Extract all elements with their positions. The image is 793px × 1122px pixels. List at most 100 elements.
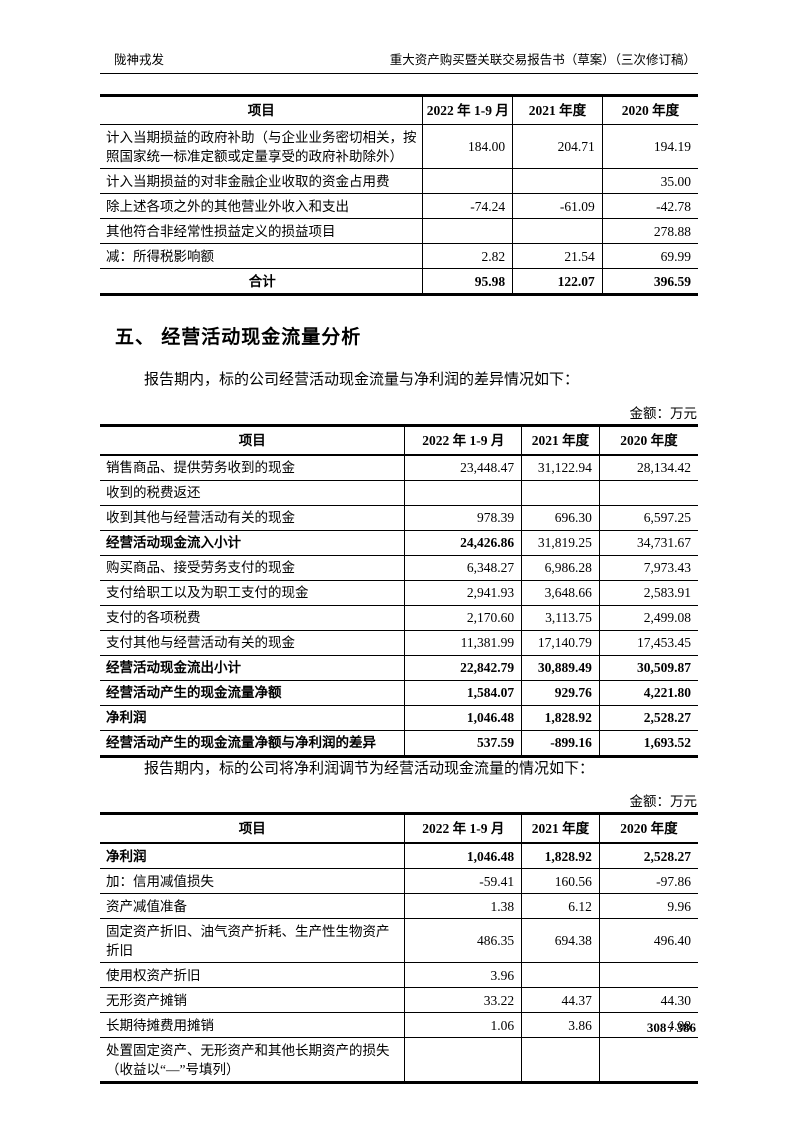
- row-value: 1,828.92: [521, 705, 600, 731]
- row-value: [512, 218, 603, 244]
- row-value: 6,348.27: [404, 555, 522, 581]
- row-value: 21.54: [512, 243, 603, 269]
- row-value: 6,597.25: [598, 505, 698, 531]
- column-header-2022: 2022 年 1-9 月: [404, 813, 522, 844]
- row-value: 486.35: [404, 918, 522, 963]
- row-value: [521, 1037, 600, 1083]
- row-value: [521, 962, 600, 988]
- table-row: 销售商品、提供劳务收到的现金 23,448.47 31,122.94 28,134.4…: [100, 454, 698, 481]
- row-value: 69.99: [601, 243, 698, 269]
- row-value: 31,819.25: [521, 530, 600, 556]
- row-value: 204.71: [512, 124, 603, 169]
- table-row: 无形资产摊销 33.22 44.37 44.30: [100, 987, 698, 1013]
- row-label: 支付的各项税费: [100, 605, 405, 631]
- row-value: -97.86: [598, 868, 698, 894]
- row-label: 净利润: [100, 705, 405, 731]
- row-value: 35.00: [601, 168, 698, 194]
- row-label: 经营活动现金流出小计: [100, 655, 405, 681]
- row-value: 122.07: [512, 268, 603, 295]
- row-label: 计入当期损益的对非金融企业收取的资金占用费: [100, 168, 423, 194]
- row-value: [404, 480, 522, 506]
- row-value: 1.06: [404, 1012, 522, 1038]
- table-row: 计入当期损益的对非金融企业收取的资金占用费 35.00: [100, 168, 698, 194]
- row-value: 278.88: [601, 218, 698, 244]
- table-row: 经营活动产生的现金流量净额与净利润的差异 537.59 -899.16 1,693.5…: [100, 730, 698, 757]
- unit-label: 金额：万元: [629, 794, 698, 809]
- table-row: 其他符合非经常性损益定义的损益项目 278.88: [100, 218, 698, 244]
- table-row: 经营活动现金流入小计 24,426.86 31,819.25 34,731.67: [100, 530, 698, 556]
- row-label: 支付其他与经营活动有关的现金: [100, 630, 405, 656]
- table-row: 支付的各项税费 2,170.60 3,113.75 2,499.08: [100, 605, 698, 631]
- header-report-title: 重大资产购买暨关联交易报告书（草案）（三次修订稿）: [389, 53, 696, 67]
- row-label: 使用权资产折旧: [100, 962, 405, 988]
- row-value: 11,381.99: [404, 630, 522, 656]
- table-row: 处置固定资产、无形资产和其他长期资产的损失（收益以“—”号填列）: [100, 1037, 698, 1083]
- row-value: 2,528.27: [598, 843, 698, 869]
- row-value: 34,731.67: [598, 530, 698, 556]
- row-value: 3.86: [521, 1012, 600, 1038]
- row-value: 2.82: [422, 243, 513, 269]
- row-value: 3.96: [404, 962, 522, 988]
- row-value: [598, 962, 698, 988]
- table-row: 加：信用减值损失 -59.41 160.56 -97.86: [100, 868, 698, 894]
- section-title: 五、 经营活动现金流量分析: [115, 327, 362, 348]
- intro-paragraph-netprofit-adjust: 报告期内，标的公司将净利润调节为经营活动现金流量的情况如下：: [144, 760, 595, 777]
- row-value: [422, 168, 513, 194]
- row-value: 1.38: [404, 893, 522, 919]
- row-label: 无形资产摊销: [100, 987, 405, 1013]
- row-label: 收到其他与经营活动有关的现金: [100, 505, 405, 531]
- netprofit-adjustment-table: 项目 2022 年 1-9 月 2021 年度 2020 年度 净利润 1,046…: [100, 812, 698, 1084]
- row-value: 6,986.28: [521, 555, 600, 581]
- row-label: 固定资产折旧、油气资产折耗、生产性生物资产折旧: [100, 918, 405, 963]
- row-label: 长期待摊费用摊销: [100, 1012, 405, 1038]
- table-row: 购买商品、接受劳务支付的现金 6,348.27 6,986.28 7,973.43: [100, 555, 698, 581]
- row-value: 2,941.93: [404, 580, 522, 606]
- table-header-row: 项目 2022 年 1-9 月 2021 年度 2020 年度: [100, 95, 698, 125]
- table-row: 经营活动产生的现金流量净额 1,584.07 929.76 4,221.80: [100, 680, 698, 706]
- table-row: 收到其他与经营活动有关的现金 978.39 696.30 6,597.25: [100, 505, 698, 531]
- row-value: [422, 218, 513, 244]
- row-value: 160.56: [521, 868, 600, 894]
- column-header-2021: 2021 年度: [521, 813, 600, 844]
- row-value: 4.08: [598, 1012, 698, 1038]
- row-label: 合计: [100, 268, 423, 295]
- row-value: 33.22: [404, 987, 522, 1013]
- table-row: 支付给职工以及为职工支付的现金 2,941.93 3,648.66 2,583.91: [100, 580, 698, 606]
- row-value: 2,528.27: [598, 705, 698, 731]
- row-value: 44.30: [598, 987, 698, 1013]
- row-label: 销售商品、提供劳务收到的现金: [100, 454, 405, 481]
- row-label: 计入当期损益的政府补助（与企业业务密切相关，按照国家统一标准定额或定量享受的政府…: [100, 124, 423, 169]
- row-value: 30,509.87: [598, 655, 698, 681]
- column-header-2021: 2021 年度: [521, 425, 600, 456]
- column-header-item: 项目: [100, 813, 405, 844]
- table-row: 净利润 1,046.48 1,828.92 2,528.27: [100, 705, 698, 731]
- row-label: 经营活动产生的现金流量净额与净利润的差异: [100, 730, 405, 757]
- row-label: 支付给职工以及为职工支付的现金: [100, 580, 405, 606]
- row-value: 1,693.52: [598, 730, 698, 757]
- row-value: 17,140.79: [521, 630, 600, 656]
- row-value: 4,221.80: [598, 680, 698, 706]
- table-row: 经营活动现金流出小计 22,842.79 30,889.49 30,509.87: [100, 655, 698, 681]
- row-value: -59.41: [404, 868, 522, 894]
- row-value: 696.30: [521, 505, 600, 531]
- row-value: [512, 168, 603, 194]
- column-header-2021: 2021 年度: [512, 95, 603, 125]
- operating-cashflow-table: 项目 2022 年 1-9 月 2021 年度 2020 年度 销售商品、提供劳…: [100, 423, 698, 758]
- row-value: 9.96: [598, 893, 698, 919]
- row-label: 加：信用减值损失: [100, 868, 405, 894]
- row-value: 23,448.47: [404, 454, 522, 481]
- column-header-2022: 2022 年 1-9 月: [404, 425, 522, 456]
- row-label: 处置固定资产、无形资产和其他长期资产的损失（收益以“—”号填列）: [100, 1037, 405, 1083]
- row-value: 30,889.49: [521, 655, 600, 681]
- row-label: 购买商品、接受劳务支付的现金: [100, 555, 405, 581]
- row-value: -61.09: [512, 193, 603, 219]
- row-label: 经营活动现金流入小计: [100, 530, 405, 556]
- row-value: 1,046.48: [404, 843, 522, 869]
- row-value: 496.40: [598, 918, 698, 963]
- row-value: 1,046.48: [404, 705, 522, 731]
- table-row: 减：所得税影响额 2.82 21.54 69.99: [100, 243, 698, 269]
- row-value: 6.12: [521, 893, 600, 919]
- page-number: 308 / 386: [646, 1020, 696, 1035]
- column-header-2022: 2022 年 1-9 月: [422, 95, 513, 125]
